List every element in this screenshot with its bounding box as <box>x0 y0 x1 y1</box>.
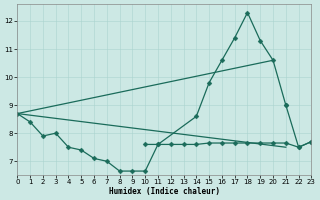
X-axis label: Humidex (Indice chaleur): Humidex (Indice chaleur) <box>109 187 220 196</box>
